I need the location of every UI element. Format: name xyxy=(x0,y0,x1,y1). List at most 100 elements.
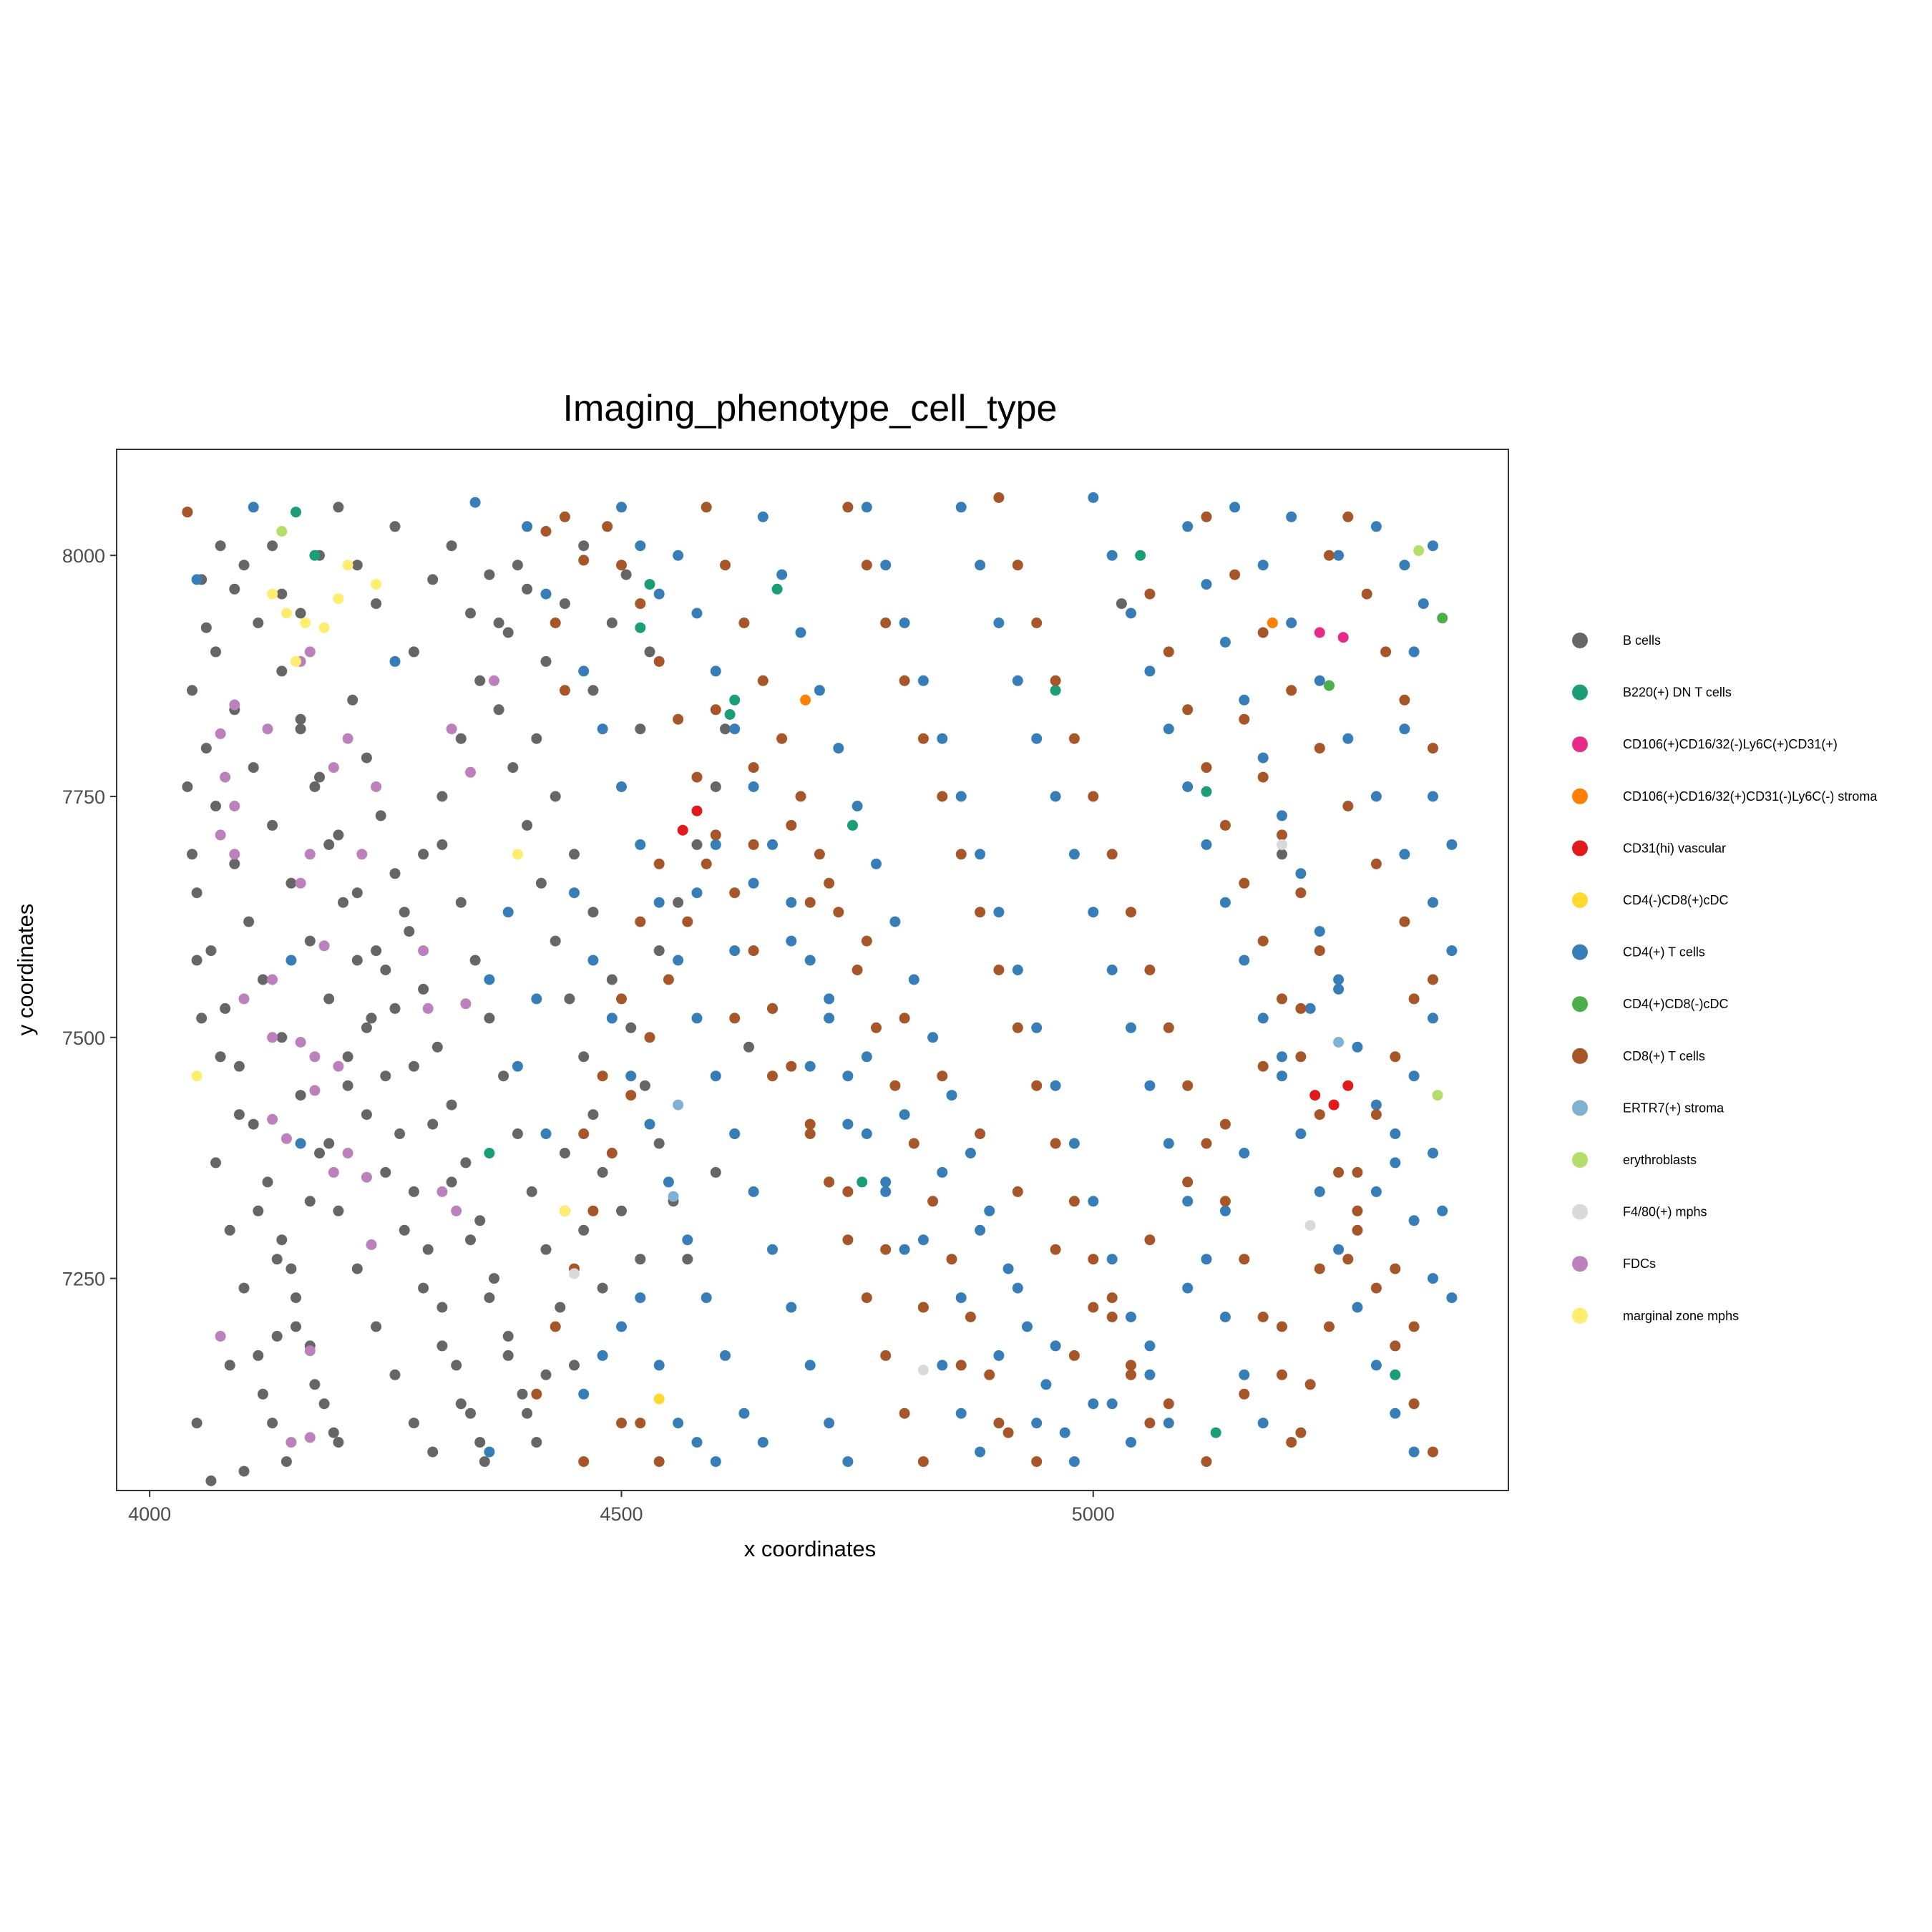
data-point xyxy=(1050,1340,1061,1352)
data-point xyxy=(408,1186,419,1197)
data-point xyxy=(1324,680,1335,691)
data-point xyxy=(701,858,712,869)
data-point xyxy=(191,887,203,899)
data-point xyxy=(729,1013,741,1024)
data-point xyxy=(1399,916,1410,927)
data-point xyxy=(955,791,967,802)
data-point xyxy=(267,588,278,600)
data-point xyxy=(597,1282,608,1294)
legend-label: CD4(-)CD8(+)cDC xyxy=(1623,893,1729,907)
data-point xyxy=(767,1244,778,1255)
data-point xyxy=(257,1388,268,1400)
data-point xyxy=(502,907,514,918)
data-point xyxy=(512,560,523,571)
data-point xyxy=(1277,829,1287,841)
data-point xyxy=(233,1060,245,1072)
data-point xyxy=(356,849,368,860)
data-point xyxy=(917,1234,929,1246)
data-point xyxy=(993,1350,1005,1361)
data-point xyxy=(804,1118,816,1130)
data-point xyxy=(578,1388,590,1400)
data-point xyxy=(238,1465,250,1477)
data-point xyxy=(1239,694,1250,706)
data-point xyxy=(644,1118,655,1130)
data-point xyxy=(625,1022,637,1033)
data-point xyxy=(1337,632,1349,643)
data-point xyxy=(653,858,665,869)
data-point xyxy=(569,849,580,860)
data-point xyxy=(861,1128,872,1139)
data-point xyxy=(1144,1340,1156,1352)
data-point xyxy=(673,1418,684,1429)
data-point xyxy=(1239,877,1250,889)
data-point xyxy=(597,723,608,735)
data-point xyxy=(309,1085,321,1096)
data-point xyxy=(824,877,835,889)
data-point xyxy=(804,897,816,908)
data-point xyxy=(975,1224,986,1236)
data-point xyxy=(522,1407,533,1419)
data-point xyxy=(1201,1254,1212,1265)
data-point xyxy=(493,618,504,628)
data-point xyxy=(1144,965,1156,975)
data-point xyxy=(465,1234,476,1246)
data-point xyxy=(559,598,570,610)
data-point xyxy=(1088,492,1099,503)
data-point xyxy=(937,1360,948,1371)
data-point xyxy=(484,974,495,985)
data-point xyxy=(540,655,552,667)
legend-label: FDCs xyxy=(1623,1257,1656,1271)
data-point xyxy=(899,675,910,686)
data-point xyxy=(710,829,721,841)
data-point xyxy=(295,608,306,619)
data-point xyxy=(493,704,504,716)
data-point xyxy=(771,583,783,595)
data-point xyxy=(710,704,721,716)
data-point xyxy=(1201,1456,1212,1468)
data-point xyxy=(644,646,655,658)
data-point xyxy=(1144,665,1156,677)
data-point xyxy=(1428,1446,1438,1458)
data-point xyxy=(975,1446,986,1458)
data-point xyxy=(861,935,872,947)
data-point xyxy=(857,1176,868,1188)
data-point xyxy=(271,1254,283,1265)
data-point xyxy=(540,1128,552,1139)
data-point xyxy=(347,694,358,706)
data-point xyxy=(625,1070,637,1082)
data-point xyxy=(323,993,335,1005)
data-point xyxy=(1239,1388,1250,1400)
data-point xyxy=(804,1360,816,1371)
data-point xyxy=(460,998,472,1010)
data-point xyxy=(993,965,1005,975)
data-point xyxy=(394,1128,406,1139)
data-point xyxy=(937,1070,948,1082)
data-point xyxy=(1342,1080,1354,1091)
data-point xyxy=(880,1176,892,1188)
data-point xyxy=(842,1234,854,1246)
data-point xyxy=(1314,1186,1325,1197)
data-point xyxy=(559,1205,570,1216)
legend-key xyxy=(1572,684,1588,701)
data-point xyxy=(540,588,552,600)
data-point xyxy=(418,1282,429,1294)
data-point xyxy=(1126,1369,1136,1380)
data-point xyxy=(880,560,892,571)
data-point xyxy=(635,1254,646,1265)
data-point xyxy=(917,1456,929,1468)
legend-key xyxy=(1572,1256,1588,1272)
data-point xyxy=(1428,743,1438,754)
y-tick-label: 7500 xyxy=(62,1028,105,1049)
data-point xyxy=(300,618,311,628)
data-point xyxy=(814,685,825,696)
data-point xyxy=(852,801,863,811)
data-point xyxy=(993,492,1005,503)
data-point xyxy=(342,560,353,571)
data-point xyxy=(1022,1321,1033,1332)
data-point xyxy=(408,1418,419,1429)
data-point xyxy=(1126,1437,1136,1448)
data-point xyxy=(1144,1234,1156,1246)
data-point xyxy=(309,1379,321,1390)
data-point xyxy=(422,1244,434,1255)
